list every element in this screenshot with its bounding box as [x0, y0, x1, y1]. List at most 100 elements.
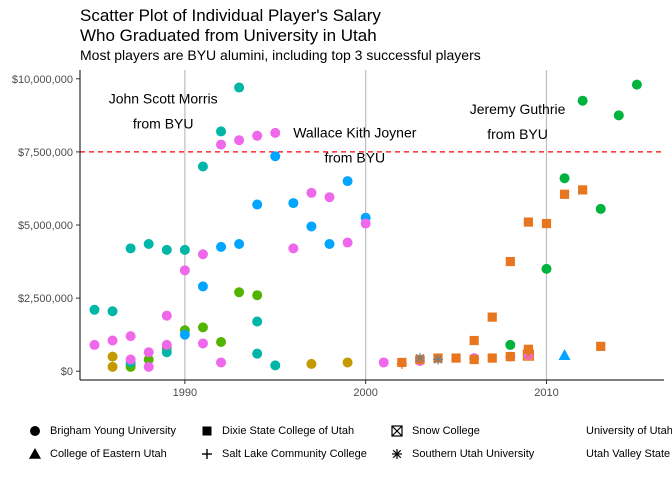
- annotation-line1: Jeremy Guthrie: [470, 101, 566, 117]
- data-point: [523, 217, 533, 227]
- annotation-line1: John Scott Morris: [109, 91, 218, 107]
- circle-key-icon: [30, 426, 40, 436]
- legend-label: Southern Utah University: [412, 448, 535, 460]
- data-point: [541, 263, 552, 274]
- data-point: [252, 348, 263, 359]
- data-point: [270, 151, 281, 162]
- data-point: [89, 304, 100, 315]
- data-point: [252, 199, 263, 210]
- data-point: [505, 352, 515, 362]
- legend-item: Salt Lake Community College: [200, 447, 367, 461]
- data-point: [197, 249, 208, 260]
- y-tick-label: $2,500,000: [18, 293, 73, 305]
- data-point: [107, 361, 118, 372]
- data-point: [469, 335, 479, 346]
- y-tick-label: $7,500,000: [18, 147, 73, 159]
- data-point: [505, 339, 516, 350]
- data-point: [578, 185, 588, 195]
- data-point: [559, 173, 570, 184]
- legend-label: University of Utah: [586, 425, 672, 437]
- data-point: [161, 347, 172, 358]
- legend-item: Brigham Young University: [28, 424, 176, 438]
- chart-subtitle: Most players are BYU alumini, including …: [80, 47, 481, 63]
- star-key-icon: [392, 449, 402, 459]
- data-point: [342, 237, 353, 248]
- annotation-line2: from BYU: [324, 149, 385, 165]
- data-point: [252, 130, 263, 141]
- data-point: [360, 218, 371, 229]
- data-point: [324, 239, 335, 250]
- data-point: [596, 341, 606, 351]
- data-point: [125, 331, 136, 342]
- legend-label: Utah Valley State: [586, 448, 671, 460]
- data-point: [396, 358, 407, 369]
- data-point: [342, 176, 353, 187]
- data-point: [378, 357, 389, 368]
- data-point: [161, 244, 172, 255]
- legend-label: Salt Lake Community College: [222, 448, 367, 460]
- data-point: [197, 322, 208, 333]
- data-point: [306, 358, 317, 369]
- data-point: [216, 241, 227, 252]
- data-point: [216, 126, 227, 137]
- chart-title-line1: Scatter Plot of Individual Player's Sala…: [80, 6, 381, 25]
- data-point: [107, 335, 118, 346]
- triangle-key-icon: [29, 448, 41, 459]
- plus-key-icon: [202, 449, 212, 459]
- data-point: [288, 243, 299, 254]
- data-point: [558, 349, 571, 360]
- legend-key: [392, 449, 402, 459]
- annotation-line1: Wallace Kith Joyner: [293, 124, 417, 140]
- data-point: [143, 239, 154, 250]
- data-point: [216, 139, 227, 150]
- star-stroke: [433, 355, 443, 364]
- data-point: [270, 127, 281, 138]
- data-point: [288, 198, 299, 209]
- data-point: [432, 354, 443, 365]
- data-point: [577, 95, 588, 106]
- legend-label: Snow College: [412, 425, 480, 437]
- data-point: [107, 306, 118, 317]
- legend-item: Southern Utah University: [390, 447, 534, 461]
- chart-title-line2: Who Graduated from University in Utah: [80, 26, 377, 45]
- data-point: [197, 161, 208, 172]
- data-point: [522, 349, 534, 361]
- data-point: [89, 339, 100, 350]
- legend: Brigham Young University College of Easte…: [0, 424, 672, 472]
- data-point: [306, 221, 317, 232]
- legend-item: Dixie State College of Utah: [200, 424, 354, 438]
- box-outline: [391, 425, 403, 437]
- legend-item: College of Eastern Utah: [28, 447, 167, 461]
- data-point: [451, 353, 461, 363]
- legend-label: College of Eastern Utah: [50, 448, 167, 460]
- data-point: [559, 189, 570, 199]
- x-tick-label: 2010: [534, 387, 558, 399]
- star-stroke: [392, 449, 402, 459]
- y-tick-label: $0: [61, 366, 73, 378]
- data-point: [252, 290, 263, 301]
- legend-key: [202, 449, 212, 459]
- box-cross: [391, 425, 403, 437]
- data-point: [505, 256, 515, 267]
- data-point: [523, 344, 533, 354]
- data-point: [179, 265, 190, 276]
- data-point: [197, 281, 208, 292]
- data-point: [143, 361, 154, 372]
- data-point: [595, 203, 606, 214]
- data-point: [414, 353, 425, 364]
- data-point: [541, 218, 552, 229]
- legend-label: Dixie State College of Utah: [222, 425, 355, 437]
- box-outline: [522, 349, 534, 361]
- data-point: [234, 135, 245, 146]
- scatter-plot: $0 $2,500,000 $5,000,000 $7,500,000 $10,000,…: [12, 70, 664, 399]
- y-tick-label: $5,000,000: [18, 220, 73, 232]
- data-point: [216, 336, 227, 347]
- legend-key: [391, 425, 403, 437]
- legend-label: Brigham Young University: [50, 425, 176, 437]
- data-point: [306, 187, 317, 198]
- data-point: [270, 360, 281, 371]
- data-point: [487, 353, 497, 363]
- data-point: [216, 357, 227, 368]
- data-point: [197, 338, 208, 349]
- legend-key: [30, 426, 40, 436]
